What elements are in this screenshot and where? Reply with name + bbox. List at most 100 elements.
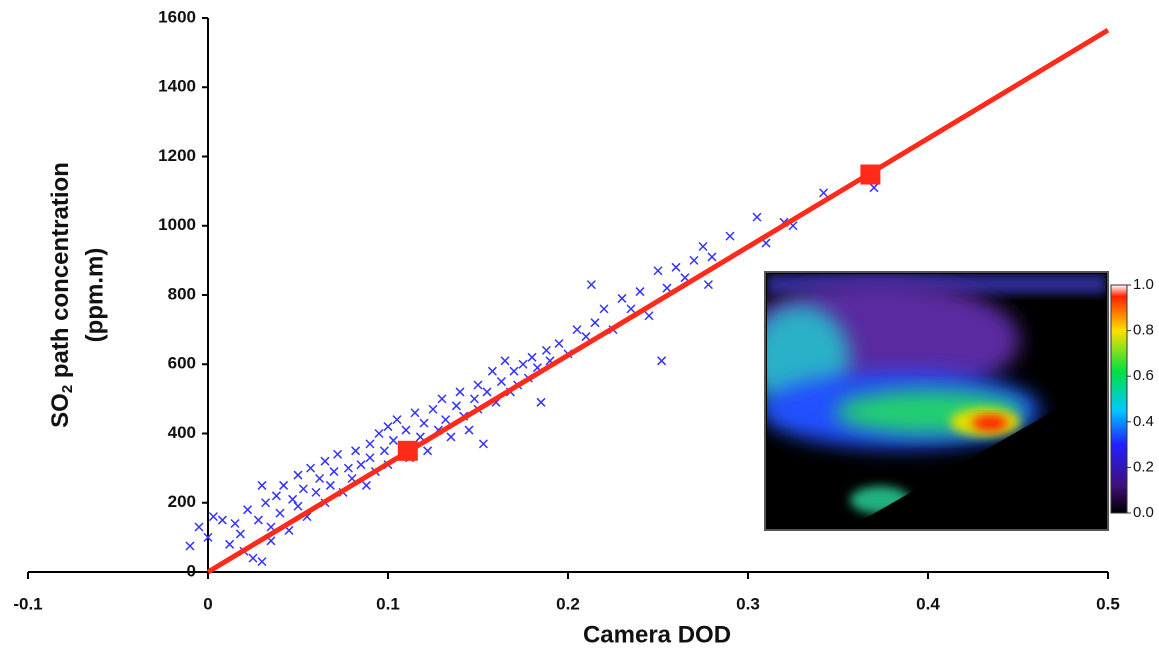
colorbar-tick-label: 0.0: [1133, 504, 1154, 521]
scatter-point: [600, 305, 608, 313]
scatter-point: [262, 499, 270, 507]
scatter-point: [366, 454, 374, 462]
scatter-point: [479, 440, 487, 448]
scatter-point: [618, 294, 626, 302]
y-tick-label: 1200: [158, 146, 196, 165]
scatter-point: [519, 360, 527, 368]
y-tick-label: 400: [168, 423, 196, 442]
scatter-point: [658, 357, 666, 365]
scatter-point: [258, 558, 266, 566]
scatter-point: [258, 481, 266, 489]
scatter-point: [393, 416, 401, 424]
scatter-point: [280, 481, 288, 489]
scatter-point: [389, 436, 397, 444]
colorbar-tick-label: 0.4: [1133, 413, 1154, 430]
scatter-point: [344, 464, 352, 472]
scatter-point: [244, 506, 252, 514]
scatter-point: [582, 333, 590, 341]
scatter-point: [488, 367, 496, 375]
scatter-point: [326, 481, 334, 489]
scatter-point: [483, 388, 491, 396]
y-axis-title-part: path concentration: [47, 162, 74, 385]
scatter-point: [334, 450, 342, 458]
scatter-point: [528, 353, 536, 361]
inset-image: 0.0 0.2 0.4 0.6 0.8 1.0: [740, 272, 1154, 530]
scatter-point: [276, 509, 284, 517]
x-tick-label: 0.5: [1096, 594, 1120, 613]
scatter-point: [627, 305, 635, 313]
scatter-point: [447, 433, 455, 441]
scatter-point: [470, 395, 478, 403]
scatter-point: [456, 388, 464, 396]
scatter-point: [429, 405, 437, 413]
scatter-point: [438, 395, 446, 403]
y-tick-label: 1000: [158, 215, 196, 234]
scatter-point: [820, 189, 828, 197]
scatter-point: [555, 339, 563, 347]
scatter-point: [366, 440, 374, 448]
scatter-point: [294, 471, 302, 479]
x-tick-label: 0.2: [556, 594, 580, 613]
scatter-point: [573, 326, 581, 334]
y-axis-title-unit: (ppm.m): [81, 248, 108, 343]
x-tick-label: -0.1: [13, 594, 42, 613]
scatter-point: [330, 468, 338, 476]
scatter-point: [307, 464, 315, 472]
scatter-point: [501, 357, 509, 365]
colorbar-tick-label: 0.6: [1133, 367, 1154, 384]
scatter-point: [209, 513, 217, 521]
scatter-point: [420, 419, 428, 427]
y-tick-label: 200: [168, 492, 196, 511]
scatter-point: [218, 516, 226, 524]
y-tick-label: 1600: [158, 7, 196, 26]
scatter-point: [299, 485, 307, 493]
scatter-point: [690, 256, 698, 264]
scatter-point: [384, 423, 392, 431]
square-marker: [398, 441, 418, 461]
scatter-point: [699, 243, 707, 251]
scatter-point: [402, 426, 410, 434]
y-axis-title-part: SO: [47, 393, 74, 428]
scatter-point: [294, 502, 302, 510]
scatter-point: [254, 516, 262, 524]
y-tick-label: 800: [168, 284, 196, 303]
scatter-point: [321, 457, 329, 465]
x-tick-label: 0.4: [916, 594, 940, 613]
colorbar-tick-label: 0.8: [1133, 322, 1154, 339]
scatter-point: [510, 367, 518, 375]
scatter-point: [870, 184, 878, 192]
scatter-point: [186, 542, 194, 550]
colorbar-tick-label: 0.2: [1133, 458, 1154, 475]
colorbar-tick-label: 1.0: [1133, 276, 1154, 293]
scatter-point: [312, 488, 320, 496]
x-tick-label: 0.1: [376, 594, 400, 613]
scatter-point: [654, 267, 662, 275]
scatter-point: [726, 232, 734, 240]
y-axis-title: SO2 path concentration: [47, 162, 76, 428]
scatter-point: [352, 447, 360, 455]
scatter-point: [708, 253, 716, 261]
inset-hotspot: [972, 415, 1008, 431]
square-marker: [860, 165, 880, 185]
scatter-point: [474, 381, 482, 389]
scatter-point: [362, 481, 370, 489]
y-tick-label: 1400: [158, 77, 196, 96]
scatter-point: [452, 402, 460, 410]
scatter-point: [231, 520, 239, 528]
chart: Camera DOD SO2 path concentration (ppm.m…: [0, 0, 1159, 658]
scatter-point: [663, 284, 671, 292]
scatter-point: [380, 447, 388, 455]
scatter-point: [289, 495, 297, 503]
scatter-point: [497, 378, 505, 386]
scatter-point: [236, 530, 244, 538]
scatter-point: [195, 523, 203, 531]
scatter-point: [587, 281, 595, 289]
scatter-point: [537, 398, 545, 406]
scatter-point: [424, 447, 432, 455]
scatter-point: [753, 213, 761, 221]
scatter-point: [411, 409, 419, 417]
scatter-point: [375, 430, 383, 438]
y-axis-title-subscript: 2: [59, 385, 76, 393]
y-tick-label: 600: [168, 354, 196, 373]
scatter-point: [316, 475, 324, 483]
